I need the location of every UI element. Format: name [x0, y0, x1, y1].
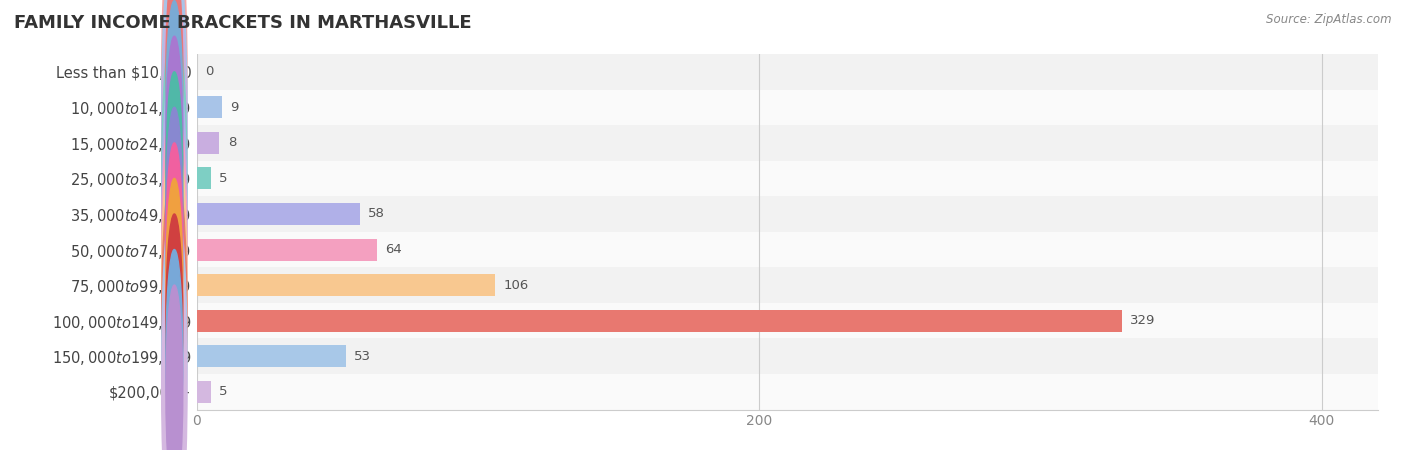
Bar — [197, 274, 495, 296]
Circle shape — [166, 72, 183, 285]
Text: 64: 64 — [385, 243, 402, 256]
Circle shape — [162, 18, 187, 338]
Bar — [197, 267, 1378, 303]
Circle shape — [162, 0, 187, 232]
Circle shape — [162, 196, 187, 450]
Bar — [197, 90, 1378, 125]
Bar — [197, 303, 1378, 338]
Text: 5: 5 — [219, 172, 228, 185]
Circle shape — [166, 36, 183, 249]
Circle shape — [162, 0, 187, 303]
Bar — [197, 167, 211, 189]
Circle shape — [166, 178, 183, 392]
Text: 5: 5 — [219, 385, 228, 398]
Text: FAMILY INCOME BRACKETS IN MARTHASVILLE: FAMILY INCOME BRACKETS IN MARTHASVILLE — [14, 14, 471, 32]
Bar — [197, 338, 1378, 374]
Text: Source: ZipAtlas.com: Source: ZipAtlas.com — [1267, 14, 1392, 27]
Bar — [197, 381, 211, 403]
Text: 0: 0 — [205, 65, 214, 78]
Bar — [197, 203, 360, 225]
Circle shape — [162, 0, 187, 267]
Text: 106: 106 — [503, 279, 529, 292]
Circle shape — [166, 285, 183, 450]
Circle shape — [166, 107, 183, 320]
Circle shape — [162, 54, 187, 374]
Bar — [197, 374, 1378, 410]
Bar — [197, 310, 1122, 332]
Circle shape — [166, 143, 183, 356]
Circle shape — [166, 0, 183, 214]
Text: 8: 8 — [228, 136, 236, 149]
Circle shape — [166, 0, 183, 178]
Text: 329: 329 — [1130, 314, 1156, 327]
Circle shape — [166, 214, 183, 428]
Circle shape — [162, 161, 187, 450]
Bar — [197, 96, 222, 118]
Bar — [197, 161, 1378, 196]
Text: 9: 9 — [231, 101, 239, 114]
Bar — [197, 54, 1378, 90]
Bar — [197, 125, 1378, 161]
Bar — [197, 132, 219, 154]
Bar — [197, 196, 1378, 232]
Circle shape — [162, 125, 187, 445]
Bar — [197, 345, 346, 367]
Bar — [197, 238, 377, 261]
Text: 53: 53 — [354, 350, 371, 363]
Circle shape — [162, 90, 187, 410]
Circle shape — [166, 249, 183, 450]
Bar — [197, 232, 1378, 267]
Text: 58: 58 — [368, 207, 385, 220]
Circle shape — [162, 232, 187, 450]
